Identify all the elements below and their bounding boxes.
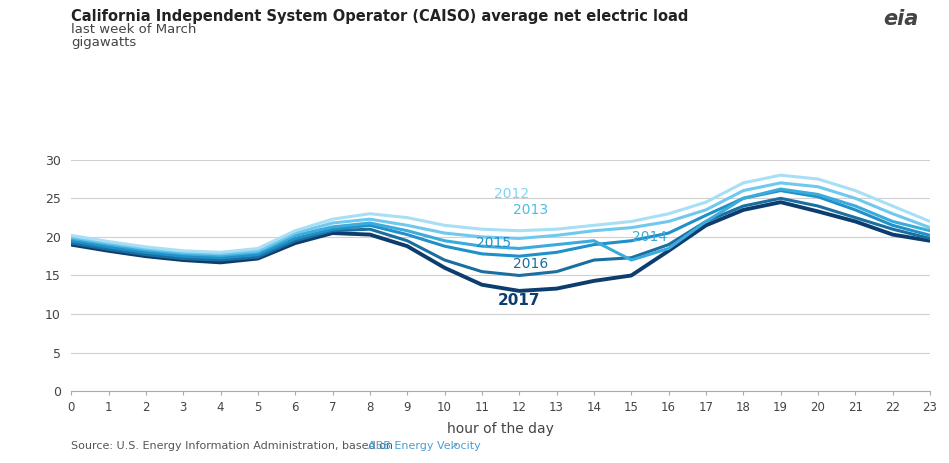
Text: ↗: ↗ — [450, 441, 458, 451]
Text: 2012: 2012 — [494, 188, 530, 201]
Text: Source: U.S. Energy Information Administration, based on: Source: U.S. Energy Information Administ… — [71, 441, 397, 451]
Text: California Independent System Operator (CAISO) average net electric load: California Independent System Operator (… — [71, 9, 689, 24]
Text: last week of March: last week of March — [71, 23, 196, 36]
Text: 2015: 2015 — [475, 236, 511, 250]
Text: 2016: 2016 — [512, 257, 549, 271]
Text: eia: eia — [884, 9, 919, 29]
X-axis label: hour of the day: hour of the day — [447, 422, 554, 436]
Text: gigawatts: gigawatts — [71, 36, 137, 49]
Text: 2013: 2013 — [512, 203, 548, 217]
Text: 2017: 2017 — [498, 293, 541, 308]
Text: ABB Energy Velocity: ABB Energy Velocity — [368, 441, 481, 451]
Text: 2014: 2014 — [632, 230, 667, 244]
